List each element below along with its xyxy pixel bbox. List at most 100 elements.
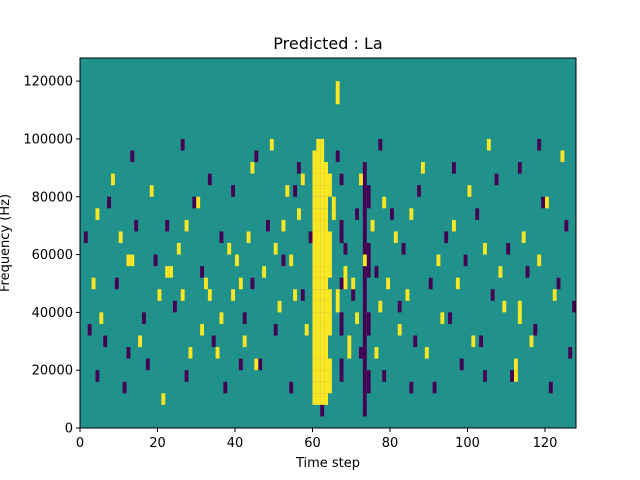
heatmap-cell-high	[204, 277, 208, 290]
heatmap-cell-high	[316, 381, 321, 394]
heatmap-cell-high	[316, 138, 321, 151]
heatmap-cell-high	[300, 173, 305, 186]
heatmap-cell-high	[320, 277, 325, 290]
heatmap-cell-high	[328, 370, 332, 382]
heatmap-cell-low	[413, 335, 418, 348]
heatmap-cell-low	[366, 254, 371, 267]
heatmap-cell-low	[207, 173, 212, 186]
heatmap-cell-high	[374, 347, 379, 359]
heatmap-cell-high	[455, 277, 460, 290]
heatmap-cell-high	[320, 300, 325, 313]
heatmap-cell-high	[316, 231, 321, 243]
heatmap-cell-high	[235, 254, 239, 267]
heatmap-cell-high	[328, 185, 332, 197]
heatmap-cell-high	[180, 289, 185, 301]
heatmap-cell-low	[362, 231, 367, 243]
heatmap-cell-high	[165, 266, 170, 278]
heatmap-cell-high	[320, 185, 325, 197]
heatmap-cell-high	[188, 347, 193, 359]
heatmap-cell-high	[545, 196, 549, 209]
heatmap-cell-low	[362, 243, 367, 255]
heatmap-cell-low	[378, 138, 383, 151]
heatmap-cell-high	[552, 289, 557, 301]
heatmap-cell-high	[486, 138, 491, 151]
heatmap-cell-low	[165, 219, 170, 232]
heatmap-cell-low	[122, 381, 127, 394]
heatmap-cell-high	[238, 277, 243, 290]
heatmap-cell-high	[320, 208, 325, 220]
heatmap-cell-low	[366, 185, 371, 197]
heatmap-cell-high	[324, 254, 328, 267]
heatmap-cell-high	[312, 162, 317, 174]
heatmap-cell-high	[169, 266, 173, 278]
heatmap-cell-high	[331, 196, 336, 209]
heatmap-cell-low	[362, 219, 367, 232]
heatmap-cell-low	[366, 381, 371, 394]
heatmap-cell-high	[312, 266, 317, 278]
heatmap-cell-high	[289, 254, 294, 267]
heatmap-cell-low	[273, 323, 278, 336]
heatmap-cell-low	[479, 335, 483, 348]
heatmap-cell-high	[397, 323, 402, 336]
y-axis-label: Frequency (Hz)	[0, 194, 13, 292]
heatmap-cell-low	[541, 196, 545, 209]
heatmap-cell-high	[343, 277, 348, 290]
heatmap-cell-low	[448, 312, 452, 324]
heatmap-cell-high	[126, 254, 131, 267]
heatmap-cell-low	[432, 381, 437, 394]
heatmap-cell-high	[130, 254, 135, 267]
heatmap-cell-high	[324, 381, 328, 394]
heatmap-cell-high	[312, 243, 317, 255]
heatmap-cell-low	[95, 370, 100, 382]
heatmap-cell-high	[316, 173, 321, 186]
heatmap-cell-high	[324, 277, 328, 290]
heatmap-cell-high	[99, 312, 104, 324]
heatmap-cell-high	[207, 289, 212, 301]
heatmap-cell-low	[510, 370, 514, 382]
heatmap-cell-low	[362, 312, 367, 324]
heatmap-cell-high	[91, 277, 96, 290]
heatmap-cell-low	[242, 312, 247, 324]
heatmap-cell-low	[362, 266, 367, 278]
heatmap-cell-high	[517, 312, 522, 324]
heatmap-cell-high	[316, 370, 321, 382]
heatmap-cell-low	[173, 300, 177, 313]
heatmap-cells	[83, 81, 576, 417]
heatmap-cell-low	[409, 381, 414, 394]
heatmap-cell-low	[490, 289, 495, 301]
heatmap-cell-low	[114, 277, 119, 290]
heatmap-cell-low	[401, 243, 406, 255]
heatmap-cell-high	[316, 393, 321, 405]
heatmap-cell-high	[176, 243, 181, 255]
plot-frame	[79, 57, 577, 429]
heatmap-cell-low	[320, 404, 325, 417]
heatmap-cell-high	[320, 150, 325, 163]
heatmap-cell-low	[223, 381, 228, 394]
heatmap-cell-high	[231, 289, 235, 301]
heatmap-cell-high	[149, 185, 154, 197]
heatmap-cell-high	[138, 335, 142, 348]
heatmap-cell-high	[498, 266, 503, 278]
heatmap-cell-high	[316, 219, 321, 232]
heatmap-cell-high	[320, 173, 325, 186]
heatmap-cell-low	[397, 300, 402, 313]
heatmap-cell-low	[343, 243, 348, 255]
heatmap-cell-low	[362, 277, 367, 290]
heatmap-cell-high	[320, 254, 325, 267]
heatmap-cell-low	[506, 243, 511, 255]
heatmap-cell-high	[324, 162, 328, 174]
heatmap-cell-high	[320, 289, 325, 301]
heatmap-cell-high	[316, 323, 321, 336]
heatmap-cell-high	[324, 312, 328, 324]
heatmap-cell-low	[211, 335, 216, 348]
heatmap-cell-high	[316, 208, 321, 220]
heatmap-cell-low	[142, 312, 146, 324]
heatmap-cell-low	[568, 347, 573, 359]
heatmap-cell-high	[424, 347, 429, 359]
heatmap-cell-high	[316, 300, 321, 313]
heatmap-cell-low	[339, 323, 344, 336]
heatmap-cell-high	[324, 266, 328, 278]
heatmap-cell-high	[246, 231, 251, 243]
heatmap-cell-high	[328, 312, 332, 324]
heatmap-cell-low	[250, 277, 255, 290]
